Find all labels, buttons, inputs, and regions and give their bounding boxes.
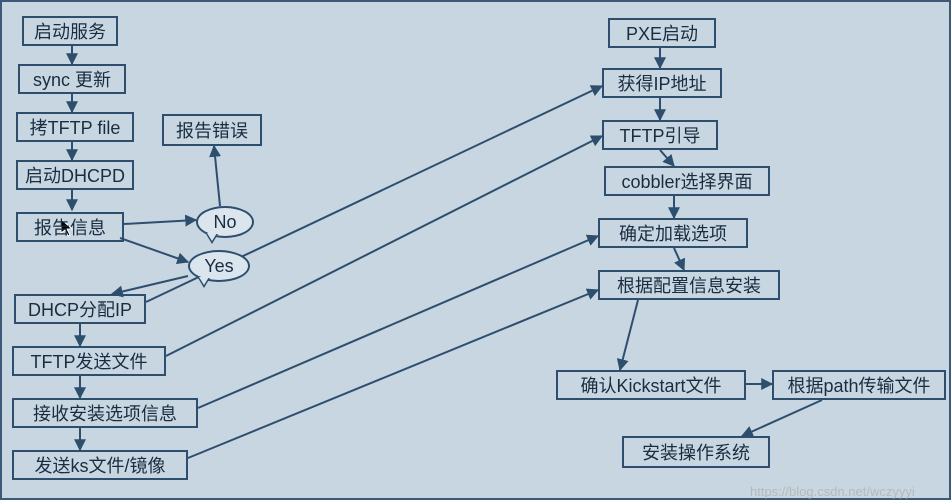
flow-node-label: DHCP分配IP	[28, 296, 132, 322]
flow-node-n_cobbler: cobbler选择界面	[604, 166, 770, 196]
flow-node-label: 确认Kickstart文件	[580, 372, 721, 398]
flow-node-n_pxe: PXE启动	[608, 18, 716, 48]
flow-node-n_ksfile: 确认Kickstart文件	[556, 370, 746, 400]
flow-node-label: 启动服务	[34, 18, 106, 44]
flow-node-label: TFTP引导	[620, 122, 701, 148]
flow-node-n_confirm: 确定加载选项	[598, 218, 748, 248]
flow-node-n_dhcpip: DHCP分配IP	[14, 294, 146, 324]
flow-edge	[166, 136, 602, 356]
flowchart-canvas: 启动服务 sync 更新拷TFTP file 启动DHCPD 报告信息 报告错误 No Ye…	[0, 0, 951, 500]
flow-node-n_yes: Yes	[188, 250, 250, 282]
flow-edge	[620, 300, 638, 370]
flow-node-label: cobbler选择界面	[621, 168, 752, 194]
flow-node-n_recvopt: 接收安装选项信息	[12, 398, 198, 428]
flow-node-n_install: 根据配置信息安装	[598, 270, 780, 300]
flow-node-n_tftpboot: TFTP引导	[602, 120, 718, 150]
flow-node-n_dhcpd: 启动DHCPD	[16, 160, 134, 190]
flow-node-n_os: 安装操作系统	[622, 436, 770, 468]
flow-node-label: 拷TFTP file	[30, 114, 121, 140]
flow-node-label: 报告信息	[34, 214, 106, 240]
flow-node-n_pathxfer: 根据path传输文件	[772, 370, 946, 400]
flow-node-n_report: 报告信息	[16, 212, 124, 242]
flow-node-label: 确定加载选项	[619, 220, 727, 246]
flow-node-n_sync: sync 更新	[18, 64, 126, 94]
flow-node-n_error: 报告错误	[162, 114, 262, 146]
flow-node-n_sendks: 发送ks文件/镜像	[12, 450, 188, 480]
flow-node-label: Yes	[204, 256, 233, 277]
flow-edge	[674, 248, 684, 270]
flow-node-n_tftpsend: TFTP发送文件	[12, 346, 166, 376]
flow-edge	[214, 146, 220, 206]
flow-node-n_no: No	[196, 206, 254, 238]
flow-node-label: PXE启动	[626, 20, 698, 46]
flow-edge	[112, 276, 188, 294]
flow-node-label: sync 更新	[33, 66, 111, 92]
flow-edge	[198, 236, 598, 408]
flow-node-label: 安装操作系统	[642, 439, 750, 465]
flow-node-label: 发送ks文件/镜像	[34, 452, 165, 478]
flow-node-n_start: 启动服务	[22, 16, 118, 46]
flow-edge	[188, 290, 598, 458]
flow-node-label: TFTP发送文件	[31, 348, 148, 374]
flow-node-label: 接收安装选项信息	[33, 400, 177, 426]
flow-node-label: 报告错误	[176, 117, 248, 143]
flow-edge	[660, 150, 674, 166]
flow-edge	[120, 238, 188, 262]
flow-node-label: No	[213, 212, 236, 233]
flow-edge	[742, 400, 822, 436]
watermark-text: https://blog.csdn.net/wczyyyi	[750, 484, 915, 499]
flow-node-label: 获得IP地址	[617, 70, 706, 96]
flow-node-n_getip: 获得IP地址	[602, 68, 722, 98]
flow-node-label: 根据配置信息安装	[617, 272, 761, 298]
flow-edge	[124, 220, 196, 224]
flow-node-label: 根据path传输文件	[787, 372, 930, 398]
flow-node-label: 启动DHCPD	[25, 162, 125, 188]
flow-node-n_copy: 拷TFTP file	[16, 112, 134, 142]
